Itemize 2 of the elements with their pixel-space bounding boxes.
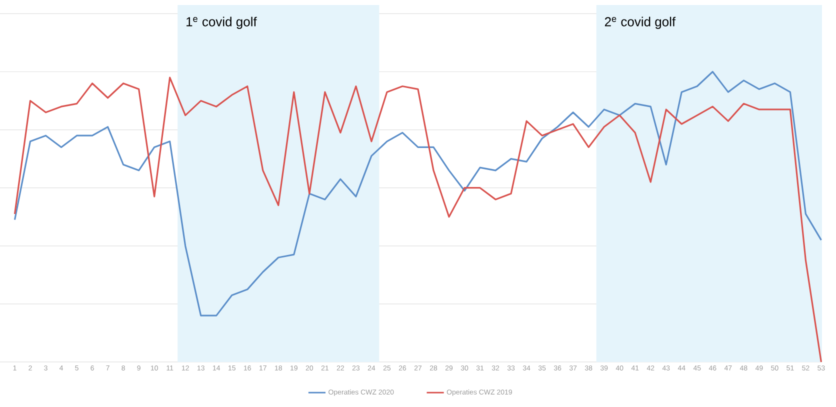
band-label: 2$^{e}$ covid golf — [604, 16, 676, 29]
band-label: 1$^{e}$ covid golf — [186, 16, 257, 29]
